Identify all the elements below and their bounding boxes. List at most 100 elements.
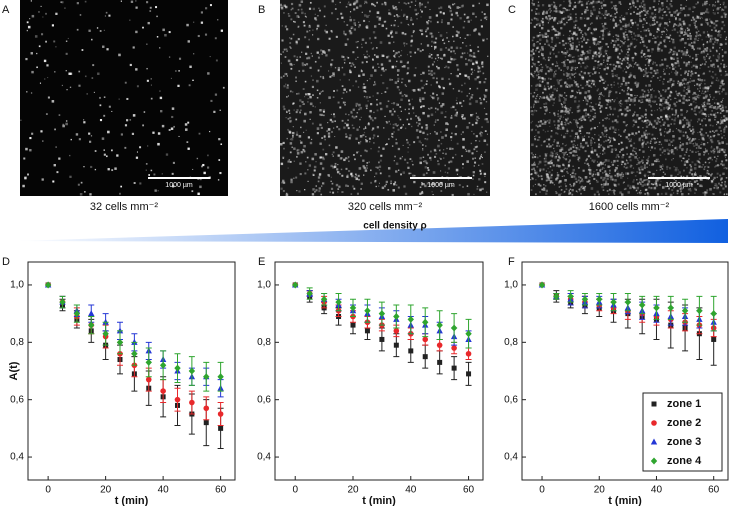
cell bbox=[603, 55, 605, 57]
cell bbox=[379, 166, 381, 168]
cell bbox=[534, 17, 536, 19]
cell bbox=[580, 32, 581, 33]
cell bbox=[563, 169, 564, 170]
cell bbox=[614, 131, 616, 133]
cell bbox=[643, 69, 644, 70]
cell bbox=[695, 35, 697, 37]
cell bbox=[637, 8, 639, 10]
cell bbox=[644, 70, 646, 72]
cell bbox=[580, 193, 582, 195]
cell bbox=[657, 109, 658, 110]
cell bbox=[426, 172, 428, 174]
cell bbox=[683, 124, 685, 126]
cell bbox=[88, 30, 90, 32]
cell bbox=[716, 99, 717, 100]
cell bbox=[697, 132, 698, 133]
cell bbox=[562, 106, 563, 107]
cell bbox=[621, 172, 623, 174]
cell bbox=[582, 136, 584, 138]
cell bbox=[462, 167, 463, 168]
cell bbox=[284, 5, 286, 7]
cell bbox=[644, 56, 645, 57]
cell bbox=[91, 39, 93, 41]
cell bbox=[613, 137, 615, 139]
cell bbox=[684, 14, 686, 16]
cell bbox=[531, 152, 533, 154]
cell bbox=[361, 47, 362, 48]
cell bbox=[333, 74, 335, 76]
cell bbox=[574, 80, 575, 81]
cell bbox=[552, 155, 554, 157]
cell bbox=[104, 30, 105, 31]
cell bbox=[682, 143, 684, 145]
cell bbox=[542, 13, 543, 14]
cell bbox=[686, 89, 687, 90]
cell bbox=[623, 80, 624, 81]
cell bbox=[448, 78, 450, 80]
cell bbox=[574, 2, 575, 3]
cell bbox=[409, 144, 411, 146]
cell bbox=[438, 32, 439, 33]
cell bbox=[568, 19, 570, 21]
cell bbox=[662, 165, 664, 167]
cell bbox=[354, 28, 356, 30]
cell bbox=[609, 106, 611, 108]
cell bbox=[442, 153, 443, 154]
cell bbox=[281, 63, 282, 64]
cell bbox=[613, 160, 615, 162]
cell bbox=[476, 188, 478, 190]
cell bbox=[329, 191, 331, 193]
cell bbox=[427, 134, 429, 136]
micrograph bbox=[20, 0, 228, 196]
cell bbox=[723, 64, 725, 66]
cell bbox=[534, 164, 536, 166]
cell bbox=[462, 42, 463, 43]
cell bbox=[331, 30, 333, 32]
cell bbox=[186, 141, 188, 143]
cell bbox=[378, 151, 380, 153]
cell bbox=[189, 66, 191, 68]
cell bbox=[641, 5, 642, 6]
cell bbox=[579, 93, 580, 94]
cell bbox=[345, 114, 346, 115]
cell bbox=[558, 120, 559, 121]
cell bbox=[598, 15, 600, 17]
cell bbox=[689, 33, 691, 35]
cell bbox=[700, 110, 702, 112]
cell bbox=[564, 158, 565, 159]
cell bbox=[333, 90, 335, 92]
cell bbox=[370, 148, 371, 149]
cell bbox=[171, 127, 173, 129]
cell bbox=[578, 41, 580, 43]
cell bbox=[592, 175, 594, 177]
cell bbox=[695, 143, 697, 145]
cell bbox=[78, 85, 80, 87]
cell bbox=[420, 80, 422, 82]
cell bbox=[659, 24, 661, 26]
cell bbox=[544, 157, 546, 159]
cell bbox=[558, 96, 559, 97]
cell bbox=[47, 77, 48, 78]
cell bbox=[597, 64, 600, 67]
cell bbox=[606, 73, 608, 75]
cell bbox=[609, 175, 611, 177]
cell bbox=[431, 57, 433, 59]
cell bbox=[419, 131, 421, 133]
cell bbox=[386, 181, 388, 183]
cell bbox=[683, 95, 684, 96]
cell bbox=[642, 41, 644, 43]
cell bbox=[565, 108, 567, 110]
cell bbox=[538, 76, 539, 77]
cell bbox=[617, 160, 619, 162]
cell bbox=[633, 11, 635, 13]
cell bbox=[395, 142, 397, 144]
cell bbox=[390, 181, 391, 182]
cell bbox=[345, 157, 347, 159]
cell bbox=[290, 151, 292, 153]
cell bbox=[291, 138, 294, 141]
cell bbox=[480, 134, 482, 136]
cell bbox=[626, 54, 627, 55]
cell bbox=[456, 103, 458, 105]
cell bbox=[600, 161, 602, 163]
cell bbox=[690, 74, 692, 76]
